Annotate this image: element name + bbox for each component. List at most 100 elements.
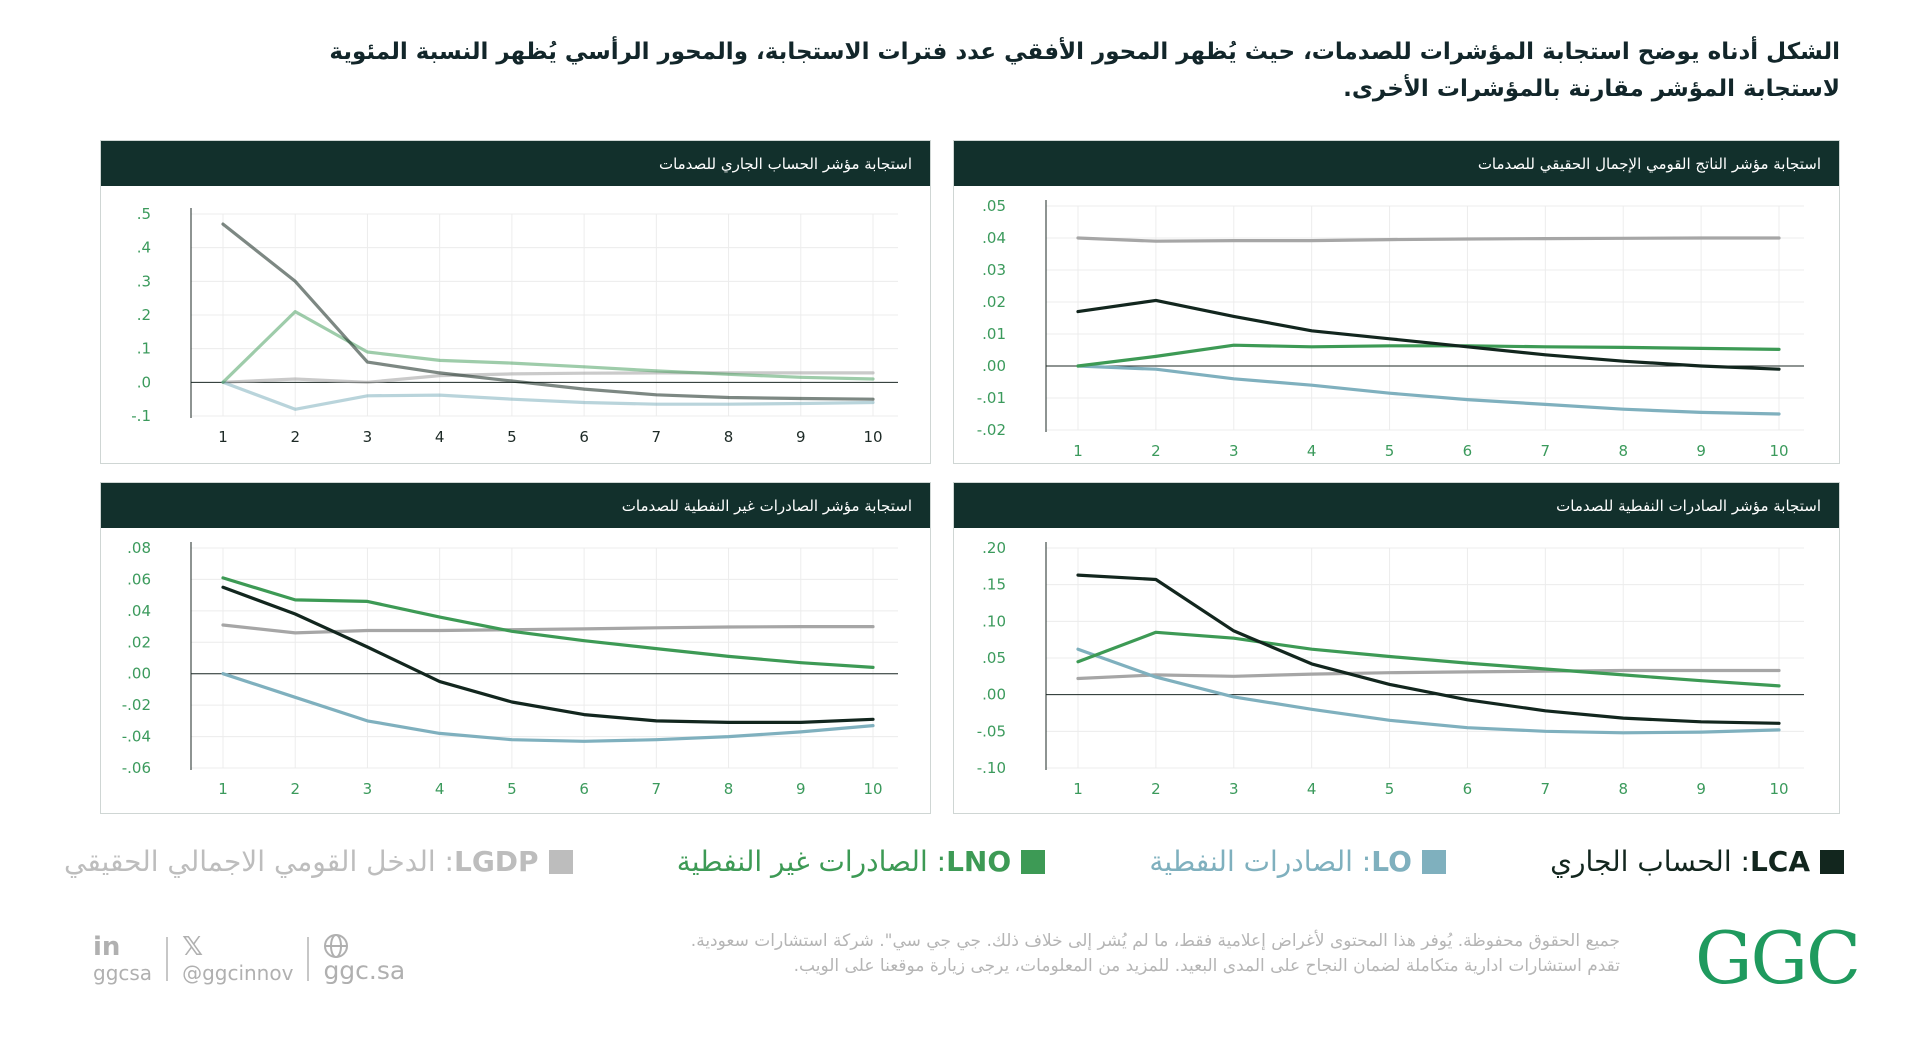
intro-text: الشكل أدناه يوضح استجابة المؤشرات للصدما… (60, 34, 1840, 108)
x-tick-label: 6 (579, 780, 589, 798)
legend-swatch (1021, 849, 1046, 874)
panel-header: استجابة مؤشر الناتج القومي الإجمال الحقي… (954, 141, 1839, 186)
y-tick-label: -.05 (977, 722, 1006, 740)
chart-title: استجابة مؤشر الناتج القومي الإجمال الحقي… (1477, 154, 1821, 173)
website-url: ggc.sa (323, 956, 406, 985)
y-tick-label: .0 (137, 373, 151, 391)
social-links: in ggcsa 𝕏 @ggcinnov ggc.sa (93, 933, 405, 985)
legend-code: LNO (946, 845, 1012, 878)
x-tick-label: 8 (1618, 780, 1628, 798)
legend: LCA: الحساب الجاري LO: الصادرات النفطية … (64, 845, 1844, 878)
y-tick-label: .20 (982, 539, 1006, 557)
legend-code: LO (1371, 845, 1412, 878)
legend-swatch (1421, 849, 1446, 874)
chart-svg-non-oil-exports: -.06 -.04 -.02 .00 .02 .04 .06 .08 1 2 3 4 5 6 7 8 9 10 (122, 539, 898, 798)
x-tick-label: 4 (435, 780, 445, 798)
y-tick-label: .00 (982, 686, 1006, 704)
x-tick-label: 8 (1618, 442, 1628, 460)
y-tick-label: .01 (982, 325, 1006, 343)
x-tick-label: 2 (1151, 780, 1161, 798)
legend-code: LCA (1749, 845, 1810, 878)
y-tick-label: -.01 (977, 389, 1006, 407)
x-tick-label: 7 (652, 780, 662, 798)
x-tick-label: 4 (435, 428, 445, 446)
x-tick-label: 7 (1541, 780, 1551, 798)
x-tick-label: 2 (1151, 442, 1161, 460)
x-tick-label: 3 (1229, 780, 1239, 798)
x-tick-label: 5 (507, 780, 517, 798)
legend-item-lo: LO: الصادرات النفطية (1149, 845, 1446, 878)
x-tick-label: 9 (1696, 780, 1706, 798)
series-line-lca (221, 585, 875, 724)
intro-line-2: لاستجابة المؤشر مقارنة بالمؤشرات الأخرى. (1343, 76, 1840, 102)
series-line-lo (221, 672, 875, 743)
x-tick-label: 1 (218, 780, 228, 798)
x-tick-label: 3 (1229, 442, 1239, 460)
y-tick-label: .1 (137, 340, 151, 358)
chart-svg-current-account: -.1 .0 .1 .2 .3 .4 .5 1 2 3 4 5 6 7 8 9 10 (131, 205, 898, 446)
x-tick-label: 3 (363, 428, 373, 446)
x-tick-label: 9 (796, 780, 806, 798)
series-line-lno (1076, 630, 1781, 688)
footer-line-2: تقدم استشارات ادارية متكاملة لضمان النجا… (793, 956, 1620, 976)
y-tick-label: .08 (127, 539, 151, 557)
y-tick-label: -.10 (977, 759, 1006, 777)
y-tick-label: .02 (982, 293, 1006, 311)
x-tick-label: 8 (724, 428, 734, 446)
y-tick-label: .00 (127, 665, 151, 683)
x-tick-label: 1 (1073, 780, 1083, 798)
x-tick-label: 10 (863, 780, 882, 798)
series-line-lca (1076, 298, 1781, 371)
ggc-logo: GGC (1695, 916, 1861, 1000)
legend-item-lca: LCA: الحساب الجاري (1550, 845, 1844, 878)
panel-header: استجابة مؤشر الصادرات غير النفطية للصدما… (101, 483, 930, 528)
panel-header: استجابة مؤشر الحساب الجاري للصدمات (101, 141, 930, 186)
y-tick-label: .04 (127, 602, 151, 620)
y-tick-label: .05 (982, 197, 1006, 215)
y-tick-label: -.02 (977, 421, 1006, 439)
chart-panel-current-account: استجابة مؤشر الحساب الجاري للصدمات -.1 .0… (100, 140, 931, 464)
x-tick-label: 5 (1385, 780, 1395, 798)
y-tick-label: -.06 (122, 759, 151, 777)
legend-item-lno: LNO: الصادرات غير النفطية (677, 845, 1046, 878)
x-tick-label: 9 (796, 428, 806, 446)
y-tick-label: .3 (137, 272, 151, 290)
y-tick-label: .06 (127, 570, 151, 588)
x-tick-label: 10 (1769, 442, 1788, 460)
x-tick-label: 4 (1307, 442, 1317, 460)
x-tick-label: 3 (363, 780, 373, 798)
legend-label: LGDP: الدخل القومي الاجمالي الحقيقي (64, 845, 539, 878)
intro-line-1: الشكل أدناه يوضح استجابة المؤشرات للصدما… (329, 39, 1840, 65)
y-tick-label: .02 (127, 633, 151, 651)
x-tick-label: 6 (1463, 780, 1473, 798)
series-line-lgdp (1076, 668, 1781, 681)
linkedin-link[interactable]: in ggcsa (93, 933, 152, 985)
footer-line-1: جميع الحقوق محفوظة. يُوفر هذا المحتوى لأ… (690, 931, 1620, 951)
website-link[interactable]: ggc.sa (323, 933, 405, 983)
chart-svg-real-gdp: -.02 -.01 .00 .01 .02 .03 .04 .05 1 2 3 4 5 6 7 8 9 10 (977, 197, 1804, 460)
x-link[interactable]: 𝕏 @ggcinnov (182, 933, 293, 985)
chart-panel-non-oil-exports: استجابة مؤشر الصادرات غير النفطية للصدما… (100, 482, 931, 814)
x-tick-label: 2 (290, 780, 300, 798)
y-tick-label: .5 (137, 205, 151, 223)
chart-panel-oil-exports: استجابة مؤشر الصادرات النفطية للصدمات -.… (953, 482, 1840, 814)
y-tick-label: .04 (982, 229, 1006, 247)
series-line-lno (1076, 343, 1781, 368)
chart-title: استجابة مؤشر الحساب الجاري للصدمات (658, 154, 912, 173)
series-line-lca (1076, 573, 1781, 725)
x-tick-label: 7 (1541, 442, 1551, 460)
legend-desc: : الحساب الجاري (1550, 845, 1750, 878)
x-tick-label: 6 (579, 428, 589, 446)
legend-desc: : الصادرات النفطية (1149, 845, 1372, 878)
legend-swatch (548, 849, 573, 874)
panel-header: استجابة مؤشر الصادرات النفطية للصدمات (954, 483, 1839, 528)
x-tick-label: 1 (218, 428, 228, 446)
y-tick-label: .15 (982, 576, 1006, 594)
y-tick-label: .00 (982, 357, 1006, 375)
legend-code: LGDP (453, 845, 539, 878)
chart-title: استجابة مؤشر الصادرات النفطية للصدمات (1556, 496, 1821, 515)
y-tick-label: -.1 (131, 407, 151, 425)
linkedin-icon: in (93, 932, 121, 962)
divider (166, 937, 169, 981)
x-tick-label: 7 (652, 428, 662, 446)
